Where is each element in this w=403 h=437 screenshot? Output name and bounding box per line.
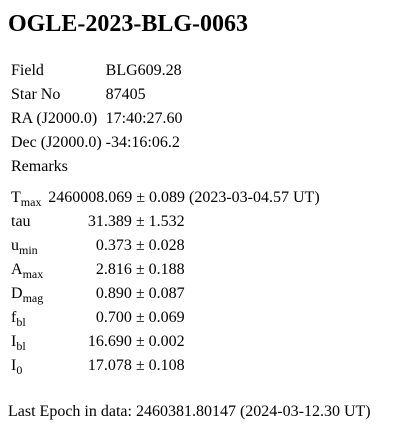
param-label: umin bbox=[11, 237, 38, 258]
param-value: 0.700 ± 0.069 bbox=[95, 309, 185, 326]
info-label: Field bbox=[11, 62, 44, 79]
param-value: 16.690 ± 0.002 bbox=[87, 333, 185, 350]
info-row-ra: RA (J2000.0) 17:40:27.60 bbox=[10, 108, 184, 130]
param-row-fbl: fbl 0.700 ± 0.069 bbox=[10, 307, 321, 329]
info-value: -34:16:06.2 bbox=[105, 134, 180, 151]
star-info-table: Field BLG609.28 Star No 87405 RA (J2000.… bbox=[8, 58, 186, 180]
param-label: tau bbox=[11, 213, 31, 230]
info-value bbox=[105, 156, 184, 178]
param-value: 17.078 ± 0.108 bbox=[87, 357, 185, 374]
param-value: 31.389 ± 1.532 bbox=[87, 213, 185, 230]
info-row-field: Field BLG609.28 bbox=[10, 60, 184, 82]
info-label: Dec (J2000.0) bbox=[11, 134, 102, 151]
page-title: OGLE-2023-BLG-0063 bbox=[8, 11, 249, 37]
info-row-dec: Dec (J2000.0) -34:16:06.2 bbox=[10, 132, 184, 154]
info-label: Star No bbox=[11, 86, 61, 103]
param-row-dmag: Dmag 0.890 ± 0.087 bbox=[10, 283, 321, 305]
info-value: BLG609.28 bbox=[105, 62, 182, 79]
info-row-star-no: Star No 87405 bbox=[10, 84, 184, 106]
param-label: Dmag bbox=[11, 285, 44, 306]
param-label: Amax bbox=[11, 261, 44, 282]
info-label: RA (J2000.0) bbox=[11, 110, 98, 127]
param-row-umin: umin 0.373 ± 0.028 bbox=[10, 235, 321, 257]
param-value: 0.890 ± 0.087 bbox=[95, 285, 185, 302]
last-epoch-text: Last Epoch in data: 2460381.80147 (2024-… bbox=[8, 403, 371, 420]
param-label: Tmax bbox=[11, 189, 42, 210]
param-row-tmax: Tmax 2460008.069 ± 0.089 (2023-03-04.57 … bbox=[10, 187, 321, 209]
param-row-ibl: Ibl 16.690 ± 0.002 bbox=[10, 331, 321, 353]
param-value: 2.816 ± 0.188 bbox=[95, 261, 185, 278]
param-label: fbl bbox=[11, 309, 26, 330]
param-row-amax: Amax 2.816 ± 0.188 bbox=[10, 259, 321, 281]
info-row-remarks: Remarks bbox=[10, 156, 184, 178]
microlensing-params-table: Tmax 2460008.069 ± 0.089 (2023-03-04.57 … bbox=[8, 185, 323, 379]
param-label: I0 bbox=[11, 357, 23, 378]
info-label: Remarks bbox=[11, 158, 68, 175]
info-value: 87405 bbox=[105, 86, 146, 103]
info-value: 17:40:27.60 bbox=[105, 110, 183, 127]
param-label: Ibl bbox=[11, 333, 26, 354]
param-value: 2460008.069 ± 0.089 (2023-03-04.57 UT) bbox=[48, 189, 320, 206]
param-row-i0: I0 17.078 ± 0.108 bbox=[10, 355, 321, 377]
param-row-tau: tau 31.389 ± 1.532 bbox=[10, 211, 321, 233]
param-value: 0.373 ± 0.028 bbox=[95, 237, 185, 254]
